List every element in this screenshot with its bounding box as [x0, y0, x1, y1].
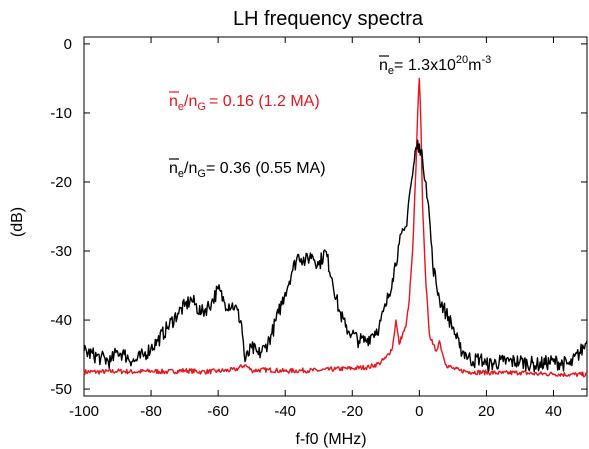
black-label-symbol: n [169, 160, 178, 177]
y-tick-label: -20 [50, 174, 72, 191]
x-tick-label: -100 [69, 403, 99, 420]
red-label-value: = 0.16 (1.2 MA) [209, 93, 320, 110]
x-axis-label: f-f0 (MHz) [295, 431, 366, 448]
y-axis-ticks: 0 -10 -20 -30 -40 -50 [50, 36, 587, 398]
y-tick-label: -40 [50, 312, 72, 329]
x-tick-label: 0 [415, 403, 423, 420]
black-label-subscript-e: e [178, 168, 184, 180]
svg-text:ne/nG= 0.16 (1.2 MA): ne/nG = 0.16 (1.2 MA) [169, 93, 320, 113]
x-tick-label: -60 [207, 403, 229, 420]
plot-frame [83, 36, 588, 397]
x-tick-label: -40 [274, 403, 296, 420]
svg-text:ne= 1.3x1020m-3: ne= 1.3x1020m-3 [379, 54, 491, 77]
red-spectrum-line [83, 77, 588, 378]
x-tick-label: 20 [478, 403, 495, 420]
x-tick-label: -80 [140, 403, 162, 420]
density-subscript: e [388, 65, 394, 77]
density-exponent: 20 [456, 54, 468, 66]
black-label-subscript-g: G [197, 168, 206, 180]
y-tick-label: -30 [50, 243, 72, 260]
black-series-label: ne/nG= 0.36 (0.55 MA) [169, 158, 326, 180]
red-label-ratio: /n [184, 93, 197, 110]
red-series-label: ne/nG = 0.16 (1.2 MA) [169, 91, 320, 113]
y-tick-label: -50 [50, 381, 72, 398]
density-annotation: ne= 1.3x1020m-3 [379, 54, 491, 77]
black-label-value: = 0.36 (0.55 MA) [206, 160, 326, 177]
x-tick-label: -20 [341, 403, 363, 420]
density-unit-exponent: -3 [481, 54, 491, 66]
red-label-subscript-e: e [178, 101, 184, 113]
x-tick-label: 40 [545, 403, 562, 420]
black-label-ratio: /n [184, 160, 197, 177]
x-axis-ticks: -100 -80 -60 -40 -20 0 20 40 [69, 37, 562, 420]
black-spectrum-line [83, 139, 588, 373]
y-tick-label: 0 [64, 36, 72, 53]
svg-text:ne/nG= 0.36 (0.55 MA): ne/nG= 0.36 (0.55 MA) [169, 160, 326, 180]
y-tick-label: -10 [50, 105, 72, 122]
density-value: = 1.3x10 [394, 57, 456, 74]
chart-title: LH frequency spectra [233, 8, 424, 30]
red-label-symbol: n [169, 93, 178, 110]
density-symbol: n [379, 57, 388, 74]
red-label-subscript-g: G [197, 101, 206, 113]
series-layer [83, 77, 588, 378]
density-unit: m [468, 57, 481, 74]
y-axis-label: (dB) [9, 207, 26, 237]
